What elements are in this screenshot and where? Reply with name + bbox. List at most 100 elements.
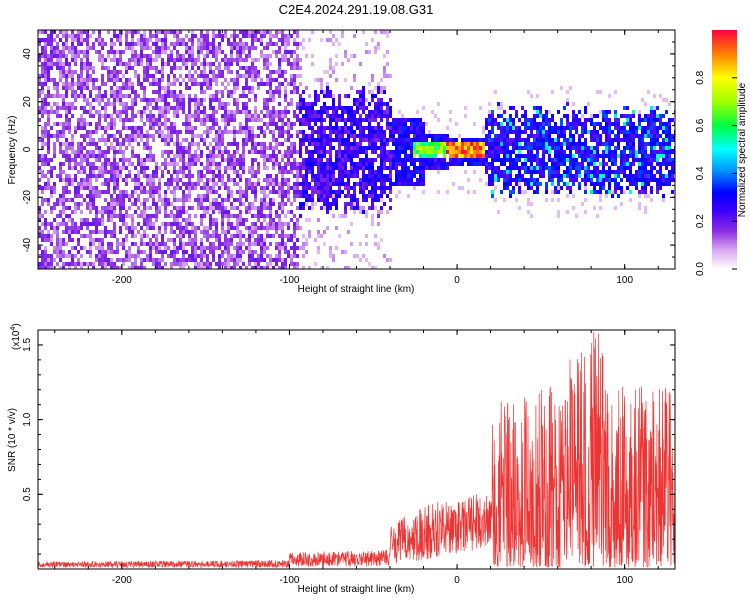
heatmap-cell — [254, 106, 257, 110]
heatmap-cell — [212, 34, 215, 38]
heatmap-cell — [248, 150, 251, 154]
heatmap-cell — [194, 246, 197, 250]
heatmap-cell — [272, 162, 275, 166]
heatmap-cell — [185, 150, 188, 154]
heatmap-cell — [272, 186, 275, 190]
heatmap-cell — [557, 150, 560, 154]
heatmap-cell — [50, 174, 53, 178]
heatmap-cell — [188, 178, 191, 182]
heatmap-cell — [260, 242, 263, 246]
heatmap-cell — [374, 30, 377, 34]
heatmap-cell — [494, 186, 497, 190]
heatmap-cell — [539, 126, 542, 130]
heatmap-cell — [248, 226, 251, 230]
heatmap-cell — [224, 130, 227, 134]
heatmap-cell — [230, 50, 233, 54]
heatmap-cell — [182, 234, 185, 238]
heatmap-cell — [245, 134, 248, 138]
heatmap-cell — [320, 194, 323, 198]
heatmap-cell — [143, 38, 146, 42]
heatmap-cell — [74, 206, 77, 210]
heatmap-cell — [500, 142, 503, 146]
heatmap-cell — [389, 130, 392, 134]
heatmap-cell — [149, 222, 152, 226]
heatmap-cell — [149, 102, 152, 106]
heatmap-cell — [116, 178, 119, 182]
heatmap-cell — [377, 242, 380, 246]
heatmap-cell — [371, 166, 374, 170]
heatmap-cell — [173, 162, 176, 166]
heatmap-cell — [65, 190, 68, 194]
heatmap-cell — [353, 162, 356, 166]
heatmap-cell — [197, 202, 200, 206]
heatmap-cell — [107, 114, 110, 118]
heatmap-cell — [56, 42, 59, 46]
heatmap-cell — [71, 262, 74, 266]
heatmap-cell — [62, 242, 65, 246]
heatmap-cell — [365, 194, 368, 198]
heatmap-cell — [119, 130, 122, 134]
heatmap-cell — [293, 194, 296, 198]
heatmap-cell — [176, 214, 179, 218]
heatmap-cell — [149, 238, 152, 242]
heatmap-cell — [119, 110, 122, 114]
heatmap-cell — [218, 210, 221, 214]
heatmap-cell — [296, 102, 299, 106]
heatmap-cell — [302, 118, 305, 122]
heatmap-cell — [113, 202, 116, 206]
heatmap-cell — [230, 142, 233, 146]
heatmap-cell — [272, 222, 275, 226]
heatmap-cell — [50, 38, 53, 42]
heatmap-cell — [368, 122, 371, 126]
heatmap-cell — [65, 206, 68, 210]
heatmap-cell — [566, 166, 569, 170]
heatmap-cell — [80, 266, 83, 269]
heatmap-cell — [494, 158, 497, 162]
heatmap-cell — [206, 126, 209, 130]
heatmap-cell — [464, 142, 467, 146]
heatmap-cell — [254, 258, 257, 262]
heatmap-cell — [86, 38, 89, 42]
heatmap-cell — [275, 86, 278, 90]
heatmap-cell — [104, 106, 107, 110]
heatmap-cell — [56, 174, 59, 178]
heatmap-cell — [224, 230, 227, 234]
heatmap-cell — [77, 162, 80, 166]
heatmap-cell — [377, 210, 380, 214]
heatmap-cell — [38, 262, 41, 266]
heatmap-cell — [140, 250, 143, 254]
heatmap-cell — [371, 146, 374, 150]
heatmap-cell — [308, 206, 311, 210]
heatmap-cell — [143, 266, 146, 269]
heatmap-cell — [542, 122, 545, 126]
heatmap-cell — [80, 262, 83, 266]
heatmap-cell — [185, 118, 188, 122]
heatmap-cell — [338, 106, 341, 110]
heatmap-cell — [365, 158, 368, 162]
heatmap-cell — [395, 178, 398, 182]
heatmap-cell — [323, 150, 326, 154]
heatmap-cell — [74, 266, 77, 269]
heatmap-cell — [326, 226, 329, 230]
heatmap-cell — [284, 34, 287, 38]
heatmap-cell — [290, 234, 293, 238]
heatmap-cell — [284, 258, 287, 262]
heatmap-cell — [338, 98, 341, 102]
heatmap-cell — [287, 190, 290, 194]
heatmap-cell — [272, 150, 275, 154]
heatmap-cell — [383, 190, 386, 194]
heatmap-cell — [353, 34, 356, 38]
heatmap-cell — [362, 146, 365, 150]
heatmap-cell — [47, 102, 50, 106]
heatmap-cell — [53, 38, 56, 42]
heatmap-cell — [182, 170, 185, 174]
heatmap-cell — [143, 98, 146, 102]
heatmap-cell — [350, 122, 353, 126]
heatmap-cell — [464, 154, 467, 158]
heatmap-cell — [365, 126, 368, 130]
heatmap-cell — [233, 78, 236, 82]
heatmap-cell — [140, 186, 143, 190]
heatmap-cell — [59, 78, 62, 82]
heatmap-cell — [212, 122, 215, 126]
